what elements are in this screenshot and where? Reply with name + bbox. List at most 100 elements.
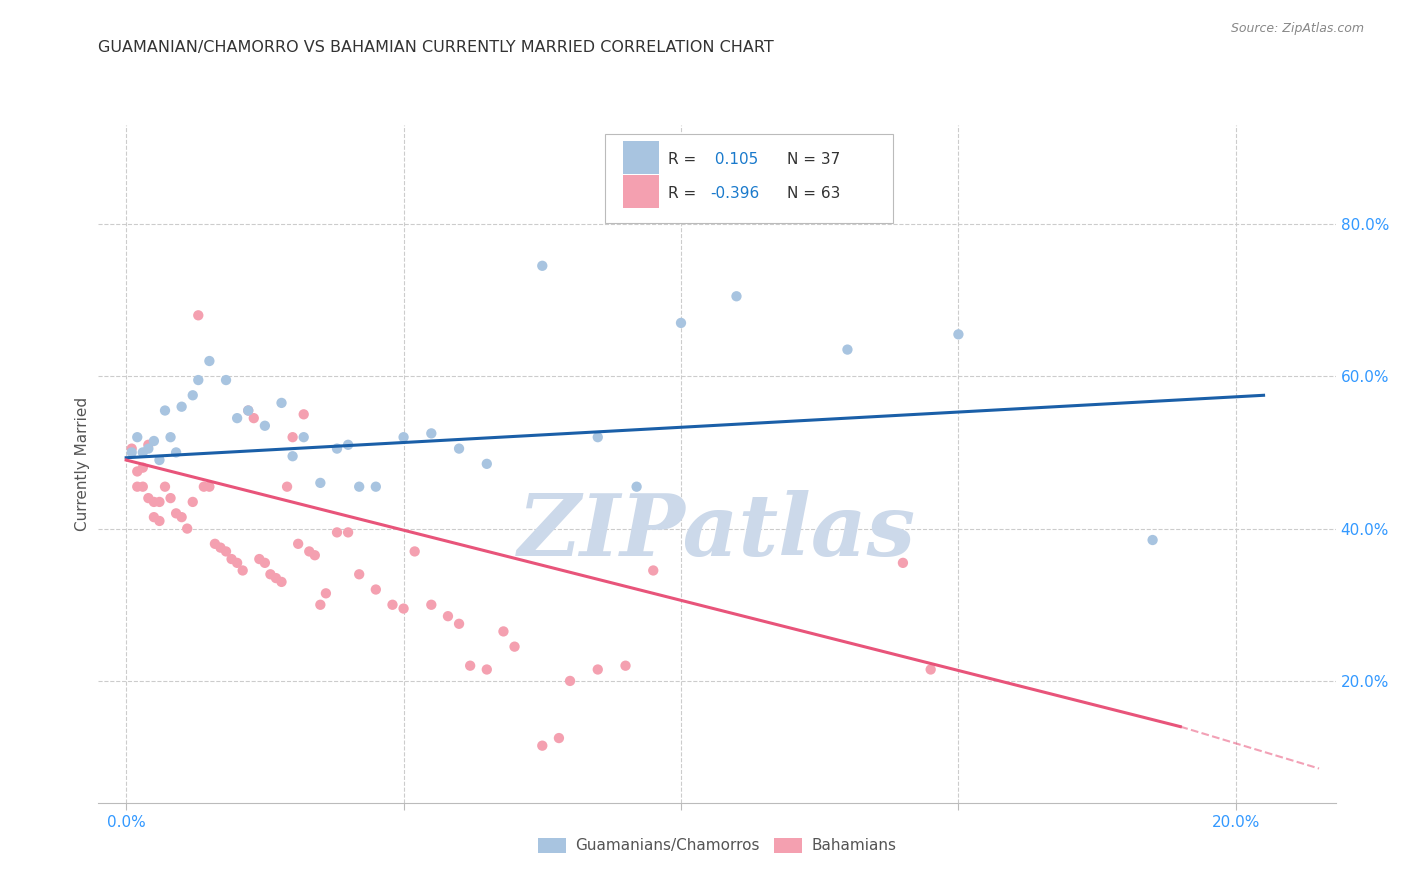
Point — [187, 308, 209, 322]
Text: 0.105: 0.105 — [710, 152, 758, 167]
Point — [132, 445, 155, 459]
Point — [337, 525, 360, 540]
Point — [392, 430, 415, 444]
Point — [725, 289, 748, 303]
Point — [127, 465, 149, 479]
Point — [449, 616, 471, 631]
Point — [326, 442, 349, 456]
Point — [270, 574, 292, 589]
Point — [458, 658, 481, 673]
Point — [127, 480, 149, 494]
Point — [187, 373, 209, 387]
Point — [226, 556, 249, 570]
Point — [392, 601, 415, 615]
Point — [891, 556, 914, 570]
Point — [138, 442, 160, 456]
Point — [270, 396, 292, 410]
Point — [170, 510, 193, 524]
Point — [153, 403, 176, 417]
Point — [165, 445, 187, 459]
Point — [669, 316, 692, 330]
Point — [259, 567, 281, 582]
Text: N = 63: N = 63 — [787, 186, 841, 202]
Point — [292, 407, 315, 421]
Text: GUAMANIAN/CHAMORRO VS BAHAMIAN CURRENTLY MARRIED CORRELATION CHART: GUAMANIAN/CHAMORRO VS BAHAMIAN CURRENTLY… — [98, 40, 775, 55]
Point — [242, 411, 264, 425]
Point — [304, 548, 326, 562]
Point — [837, 343, 859, 357]
Point — [181, 495, 204, 509]
Point — [170, 400, 193, 414]
Point — [238, 403, 260, 417]
Legend: Guamanians/Chamorros, Bahamians: Guamanians/Chamorros, Bahamians — [531, 832, 903, 860]
Point — [232, 564, 254, 578]
Point — [503, 640, 526, 654]
Point — [148, 495, 170, 509]
Point — [276, 480, 298, 494]
Point — [181, 388, 204, 402]
Point — [586, 430, 609, 444]
Point — [215, 544, 238, 558]
Point — [548, 731, 571, 745]
Point — [347, 567, 370, 582]
Point — [127, 430, 149, 444]
Point — [153, 480, 176, 494]
Point — [531, 259, 554, 273]
Point — [492, 624, 515, 639]
Point — [253, 556, 276, 570]
Point — [148, 514, 170, 528]
Point — [238, 403, 260, 417]
Text: N = 37: N = 37 — [787, 152, 841, 167]
Point — [142, 434, 165, 448]
Point — [176, 522, 198, 536]
Point — [337, 438, 360, 452]
Point — [347, 480, 370, 494]
Point — [215, 373, 238, 387]
Point — [626, 480, 648, 494]
Point — [404, 544, 426, 558]
Point — [309, 598, 332, 612]
Point — [247, 552, 270, 566]
Point — [264, 571, 287, 585]
Point — [204, 537, 226, 551]
Point — [287, 537, 309, 551]
Text: R =: R = — [668, 152, 696, 167]
Text: -0.396: -0.396 — [710, 186, 759, 202]
Point — [920, 663, 942, 677]
Point — [281, 430, 304, 444]
Point — [449, 442, 471, 456]
Point — [420, 426, 443, 441]
Point — [315, 586, 337, 600]
Point — [437, 609, 460, 624]
Point — [142, 510, 165, 524]
Point — [586, 663, 609, 677]
Point — [309, 475, 332, 490]
Point — [142, 495, 165, 509]
Point — [643, 564, 665, 578]
Point — [475, 663, 498, 677]
Point — [159, 430, 181, 444]
Point — [138, 438, 160, 452]
Point — [253, 418, 276, 433]
Point — [209, 541, 232, 555]
Y-axis label: Currently Married: Currently Married — [75, 397, 90, 531]
Point — [292, 430, 315, 444]
Point — [298, 544, 321, 558]
Point — [326, 525, 349, 540]
Point — [475, 457, 498, 471]
Point — [159, 491, 181, 505]
Point — [614, 658, 637, 673]
Point — [198, 480, 221, 494]
Point — [281, 449, 304, 463]
Point — [381, 598, 404, 612]
Point — [148, 453, 170, 467]
Point — [121, 442, 143, 456]
Point — [132, 480, 155, 494]
Point — [558, 673, 581, 688]
Point — [132, 460, 155, 475]
Point — [420, 598, 443, 612]
Point — [364, 480, 387, 494]
Point — [364, 582, 387, 597]
Point — [531, 739, 554, 753]
Point — [165, 507, 187, 521]
